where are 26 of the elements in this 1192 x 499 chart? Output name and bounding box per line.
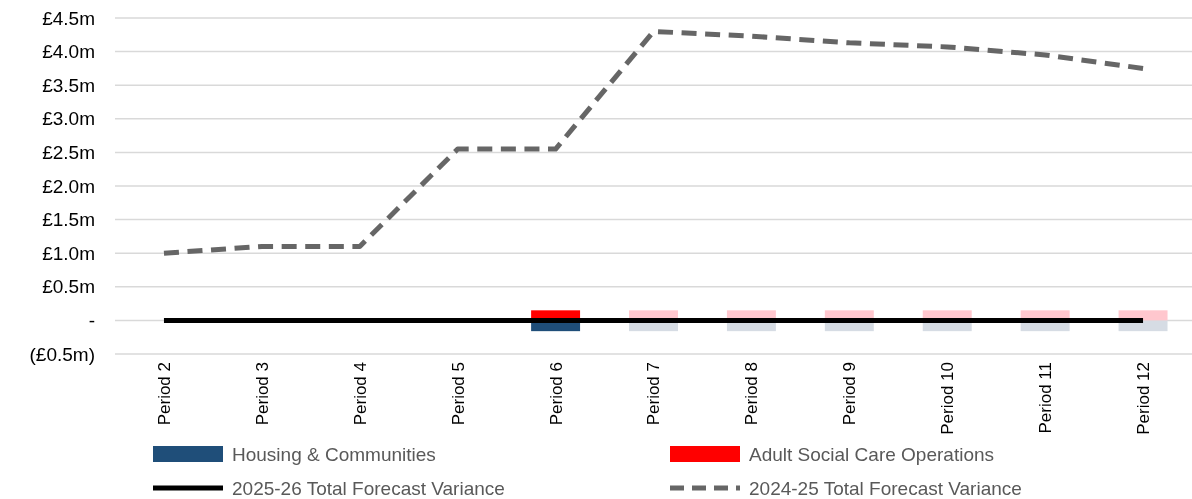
legend-label: Housing & Communities bbox=[232, 443, 436, 465]
x-tick-label: Period 5 bbox=[448, 362, 468, 426]
x-tick-label: Period 10 bbox=[938, 362, 958, 435]
y-tick-label: £2.0m bbox=[42, 175, 95, 197]
y-tick-label: (£0.5m) bbox=[29, 343, 95, 365]
y-tick-label: £3.0m bbox=[42, 108, 95, 130]
x-tick-label: Period 12 bbox=[1134, 362, 1153, 435]
x-tick-label: Period 11 bbox=[1036, 362, 1056, 434]
y-tick-label: £3.5m bbox=[42, 74, 95, 96]
x-tick-label: Period 3 bbox=[252, 362, 272, 426]
y-tick-label: £0.5m bbox=[42, 276, 95, 298]
y-tick-label: £4.5m bbox=[42, 7, 95, 29]
x-tick-label: Period 8 bbox=[742, 362, 762, 426]
x-tick-label: Period 6 bbox=[546, 362, 566, 426]
y-tick-label: £4.0m bbox=[42, 41, 95, 63]
x-tick-label: Period 2 bbox=[154, 362, 174, 426]
x-tick-label: Period 9 bbox=[840, 362, 860, 426]
legend-label: Adult Social Care Operations bbox=[749, 443, 995, 465]
y-tick-label: £1.5m bbox=[42, 209, 95, 231]
y-tick-label: - bbox=[88, 310, 95, 332]
legend-label: 2024-25 Total Forecast Variance bbox=[749, 477, 1022, 499]
y-tick-label: £2.5m bbox=[42, 142, 95, 164]
x-tick-label: Period 7 bbox=[644, 362, 664, 426]
legend-label: 2025-26 Total Forecast Variance bbox=[232, 477, 505, 499]
y-tick-label: £1.0m bbox=[42, 242, 95, 264]
x-tick-label: Period 4 bbox=[350, 362, 370, 426]
